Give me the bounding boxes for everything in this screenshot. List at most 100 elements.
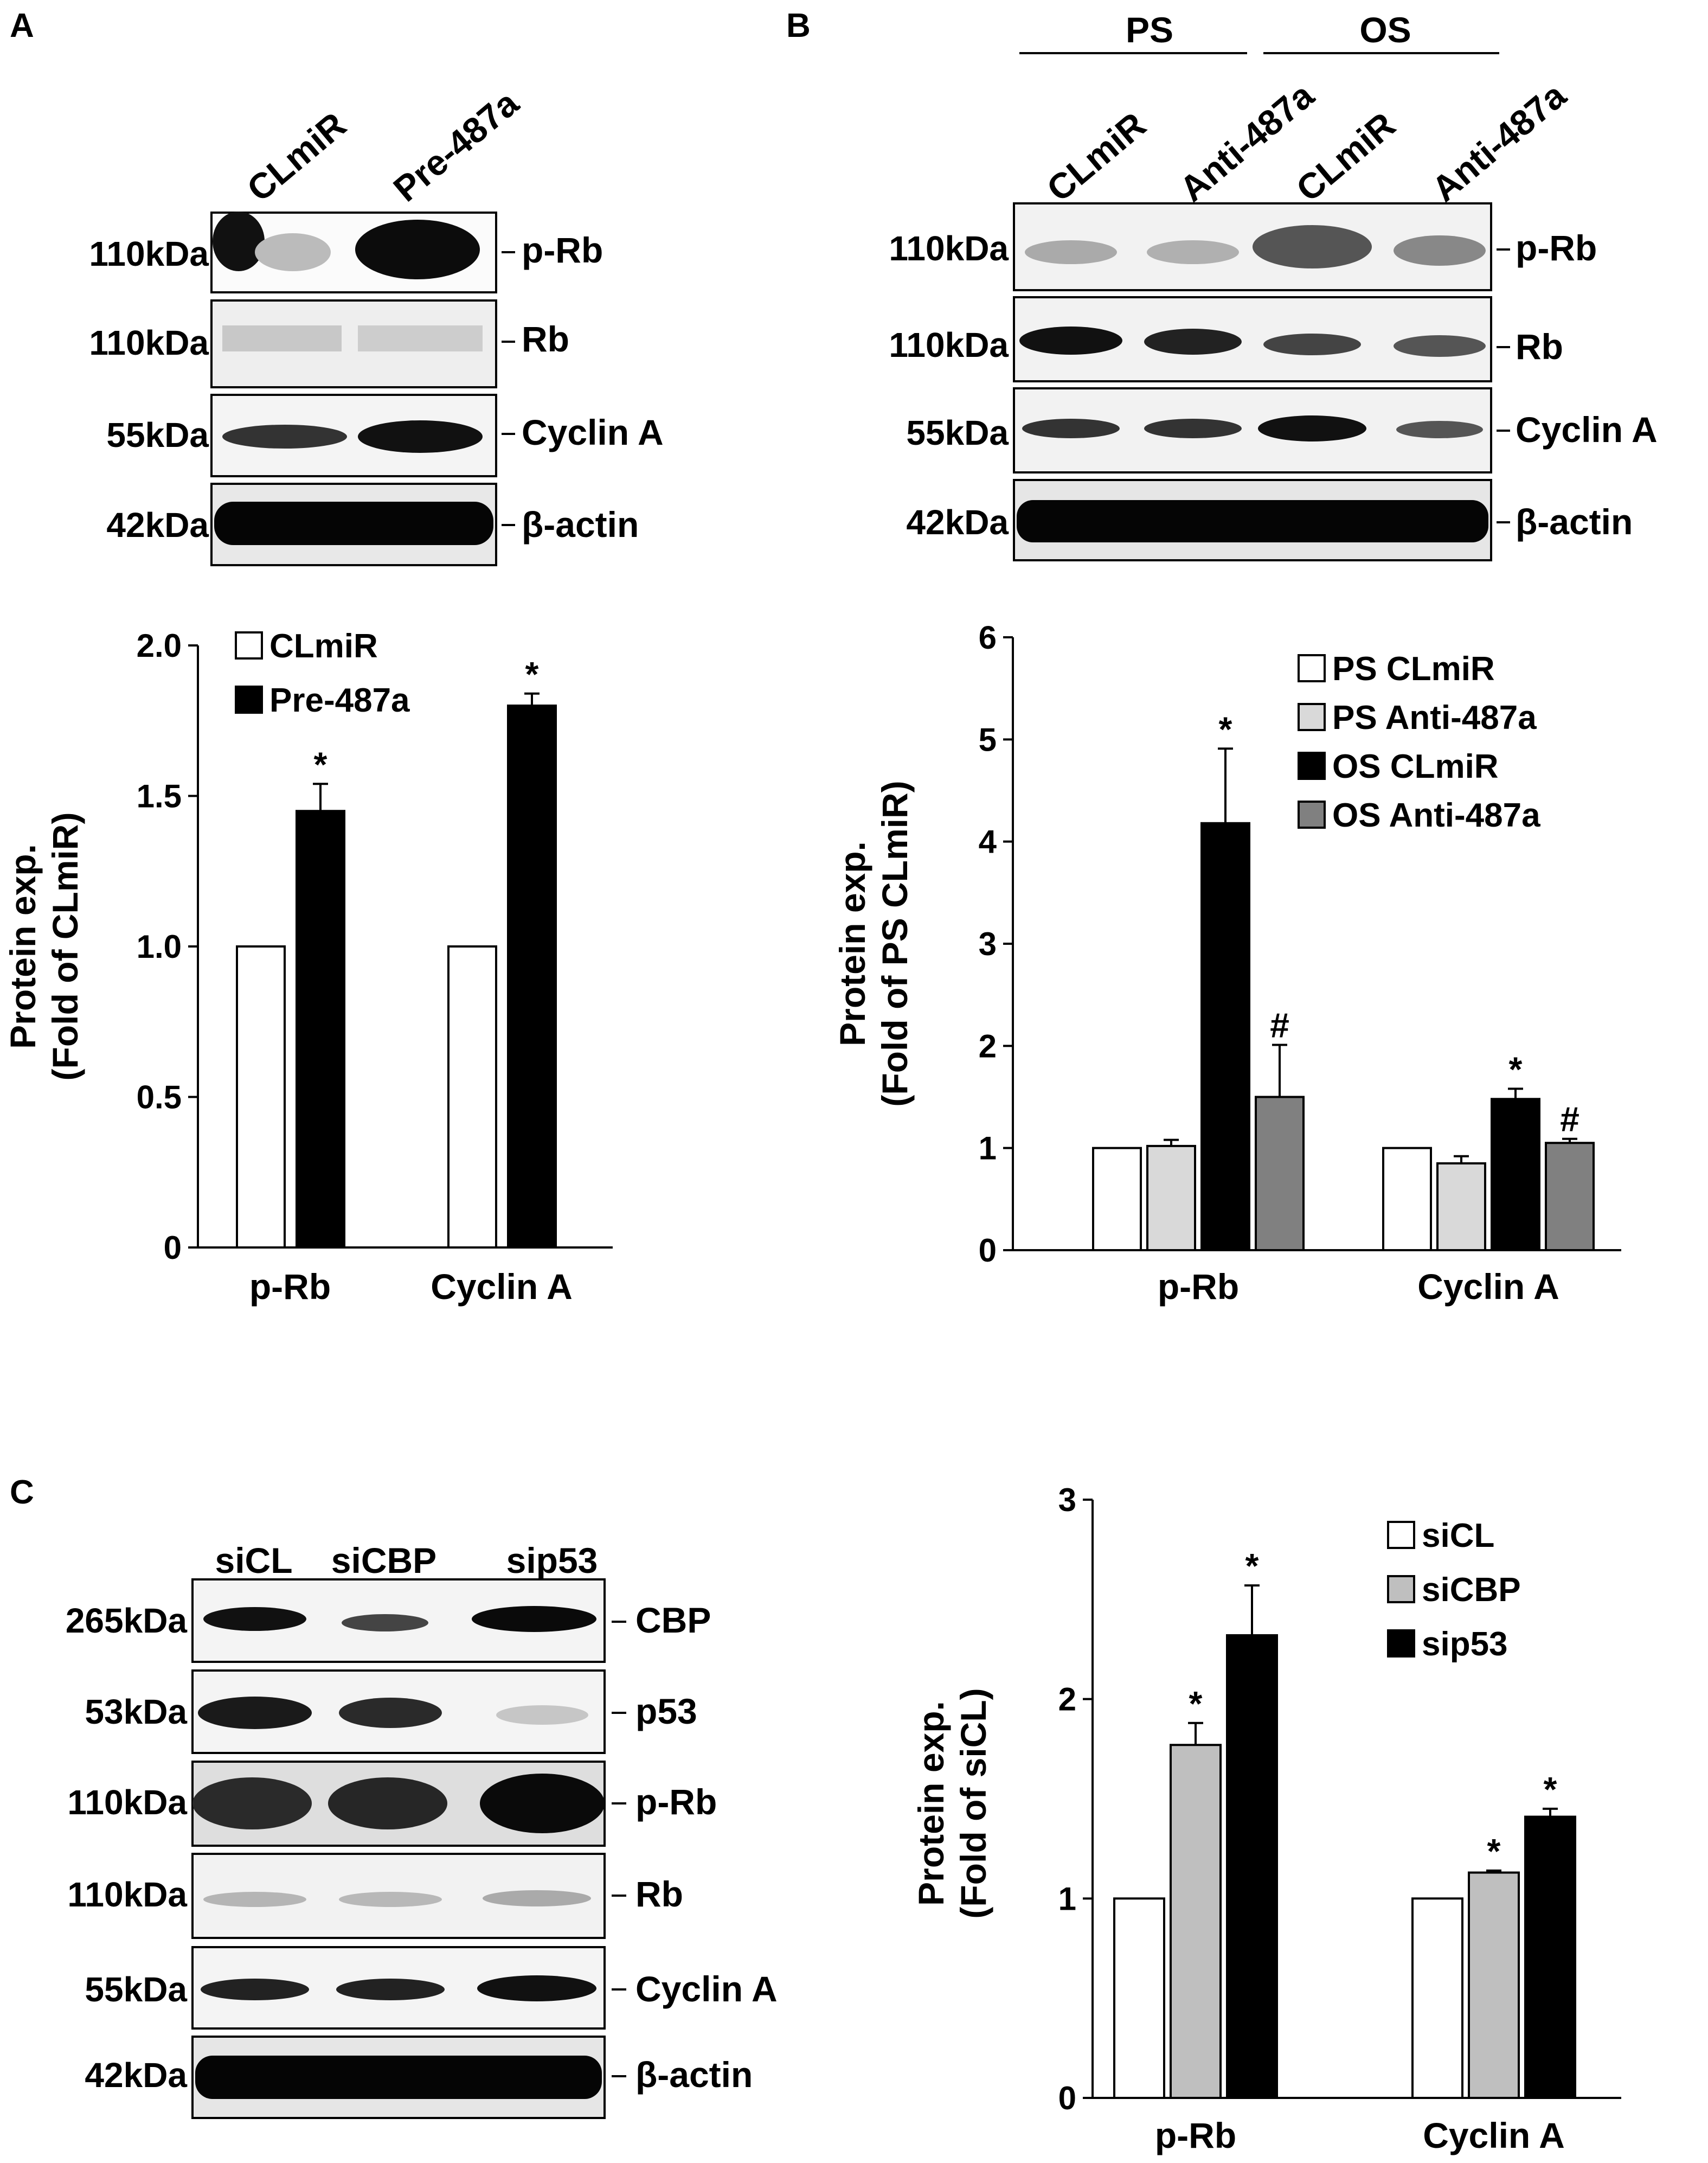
protein-label: p-Rb (1516, 228, 1597, 268)
bar (236, 945, 286, 1249)
protein-label: p-Rb (522, 230, 603, 270)
bar (1524, 1815, 1576, 2100)
lane-label: Pre-487a (386, 82, 526, 209)
blot-strip (191, 1669, 606, 1754)
category-label: p-Rb (1155, 2115, 1236, 2155)
panel-letter-c: C (10, 1474, 34, 1511)
protein-label: Rb (1516, 327, 1563, 367)
y-tick-label: 2 (1058, 1681, 1076, 1718)
legend-swatch (235, 686, 263, 714)
category-label: Cyclin A (1417, 1266, 1559, 1307)
kda-label: 55kDa (106, 415, 209, 455)
protein-label: β-actin (635, 2055, 753, 2095)
kda-label: 110kDa (67, 1875, 187, 1914)
blot-strip (1013, 387, 1492, 473)
blot-strip (210, 212, 497, 293)
bar (507, 705, 557, 1249)
legend-label: OS CLmiR (1332, 748, 1499, 785)
blot-strip (1013, 296, 1492, 382)
kda-label: 265kDa (66, 1601, 188, 1640)
y-tick-label: 3 (979, 926, 997, 962)
kda-label: 42kDa (106, 505, 209, 545)
y-axis-label: Protein exp.(Fold of siCL) (911, 1688, 993, 1918)
legend-label: Pre-487a (269, 682, 410, 719)
kda-label: 42kDa (85, 2056, 187, 2095)
legend-label: siCL (1422, 1517, 1494, 1554)
panel-letter-a: A (10, 7, 34, 44)
kda-label: 53kDa (85, 1692, 187, 1731)
bar (1170, 1744, 1222, 2099)
legend-label: sip53 (1422, 1626, 1508, 1663)
y-tick-label: 0 (164, 1230, 182, 1266)
significance-mark: * (314, 745, 328, 784)
bar (447, 945, 497, 1249)
protein-label: β-actin (1516, 502, 1633, 542)
kda-label: 110kDa (889, 229, 1009, 268)
bar (1468, 1871, 1520, 2099)
kda-label: 110kDa (89, 323, 209, 362)
significance-mark: * (1487, 1832, 1501, 1871)
y-tick-label: 1.0 (137, 929, 182, 965)
protein-label: p53 (635, 1691, 697, 1731)
kda-label: 55kDa (85, 1970, 187, 2009)
legend-swatch (1387, 1521, 1415, 1549)
y-tick-label: 0 (1058, 2080, 1076, 2116)
protein-label: Cyclin A (635, 1969, 778, 2009)
blot-strip (191, 1578, 606, 1663)
significance-mark: # (1270, 1006, 1289, 1045)
y-tick-label: 0 (979, 1232, 997, 1269)
group-label-os: OS (1359, 10, 1411, 50)
kda-label: 110kDa (67, 1783, 187, 1822)
legend-label: PS Anti-487a (1332, 699, 1537, 737)
kda-label: 110kDa (89, 234, 209, 273)
blot-strip (210, 483, 497, 566)
bar-chart-c: 0 1 2 3 Protein exp.(Fold of siCL) * * p-Rb * * Cy… (911, 1482, 1621, 2155)
bar (1491, 1098, 1540, 1252)
bar (296, 810, 345, 1249)
y-tick-label: 1.5 (137, 778, 182, 815)
legend-label: OS Anti-487a (1332, 797, 1540, 834)
lane-label: CLmiR (239, 104, 353, 209)
y-tick-label: 1 (1058, 1880, 1076, 1917)
y-axis-label: Protein exp.(Fold of CLmiR) (3, 812, 85, 1081)
y-tick-label: 6 (979, 619, 997, 656)
protein-label: Cyclin A (1516, 409, 1658, 450)
significance-mark: * (1544, 1770, 1557, 1809)
kda-label: 42kDa (906, 503, 1009, 542)
blot-strip (191, 1761, 606, 1847)
significance-mark: * (1509, 1049, 1523, 1089)
protein-label: Rb (635, 1874, 683, 1914)
bar (1545, 1142, 1595, 1251)
protein-label: CBP (635, 1600, 711, 1640)
legend-label: CLmiR (269, 628, 378, 665)
bar-chart-b: 0 1 2 3 4 5 6 Protein exp.(Fold of PS CLmiR) * # p… (832, 619, 1621, 1307)
legend-swatch (1298, 654, 1326, 682)
lane-label: siCBP (331, 1540, 436, 1580)
lane-label: sip53 (506, 1540, 598, 1580)
lane-label: Anti-487a (1424, 74, 1574, 209)
category-label: Cyclin A (1423, 2115, 1565, 2155)
kda-label: 55kDa (906, 413, 1009, 452)
blot-strip (191, 1946, 606, 2030)
legend-swatch (1298, 801, 1326, 829)
legend-swatch (1298, 752, 1326, 780)
legend-swatch (1387, 1575, 1415, 1603)
bar (1092, 1147, 1142, 1252)
legend-swatch (1387, 1629, 1415, 1658)
blot-strip (191, 2036, 606, 2119)
bar (1411, 1897, 1463, 2099)
lane-label: CLmiR (1288, 104, 1402, 209)
significance-mark: * (1245, 1546, 1259, 1585)
category-label: Cyclin A (431, 1266, 573, 1307)
blot-strip (210, 394, 497, 477)
legend-swatch (235, 631, 263, 660)
y-tick-label: 2.0 (137, 628, 182, 664)
blot-strip (1013, 479, 1492, 561)
bar (1200, 822, 1250, 1252)
kda-label: 110kDa (889, 325, 1009, 364)
bar (1436, 1162, 1486, 1252)
lane-label: CLmiR (1039, 104, 1153, 209)
panel-letter-b: B (786, 7, 811, 44)
legend-swatch (1298, 703, 1326, 731)
